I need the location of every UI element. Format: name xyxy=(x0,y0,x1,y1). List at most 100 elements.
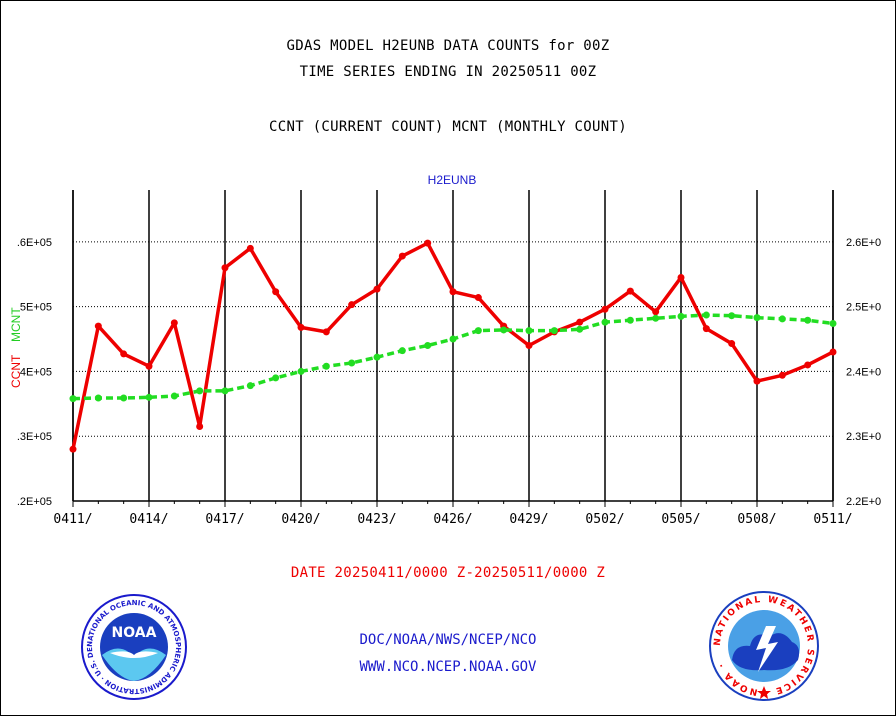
data-point-mcnt xyxy=(170,392,178,400)
data-point-mcnt xyxy=(804,316,812,324)
data-point-ccnt xyxy=(525,342,533,349)
series-mcnt xyxy=(69,311,837,403)
x-tick-label: 0511/ xyxy=(813,512,852,527)
data-point-ccnt xyxy=(829,348,837,356)
data-point-mcnt xyxy=(272,374,280,382)
y-label-ccnt: CCNT xyxy=(9,354,23,388)
y-tick-label-left: .3E+05 xyxy=(17,431,52,443)
data-point-ccnt xyxy=(398,252,406,260)
data-point-ccnt xyxy=(94,322,102,330)
chart-title: H2EUNB xyxy=(428,173,477,187)
data-point-ccnt xyxy=(702,325,710,333)
x-tick-label: 0423/ xyxy=(357,512,396,527)
data-point-mcnt xyxy=(525,327,533,335)
data-point-ccnt xyxy=(424,239,432,247)
data-point-ccnt xyxy=(804,361,812,369)
data-point-ccnt xyxy=(246,244,254,252)
data-point-mcnt xyxy=(69,395,77,403)
x-tick-label: 0420/ xyxy=(281,512,320,527)
data-point-ccnt xyxy=(272,288,280,296)
data-point-ccnt xyxy=(652,308,660,316)
plot-axes xyxy=(72,190,834,507)
data-point-ccnt xyxy=(69,445,77,453)
data-point-mcnt xyxy=(702,311,710,319)
data-point-mcnt xyxy=(601,318,609,326)
y-tick-label-right: 2.2E+0 xyxy=(846,496,881,508)
y-tick-label-left: .6E+05 xyxy=(17,237,52,249)
data-point-ccnt xyxy=(576,318,584,326)
data-point-ccnt xyxy=(348,301,356,309)
x-tick-label: 0505/ xyxy=(661,512,700,527)
data-point-mcnt xyxy=(221,387,229,395)
title-line-1: GDAS MODEL H2EUNB DATA COUNTS for 00Z xyxy=(286,38,610,54)
data-point-ccnt xyxy=(449,288,457,296)
data-point-ccnt xyxy=(297,323,305,331)
y-tick-label-right: 2.6E+0 xyxy=(846,237,881,249)
data-point-mcnt xyxy=(120,394,128,402)
y-label-mcnt: MCNT xyxy=(9,307,23,342)
footer-url: WWW.NCO.NCEP.NOAA.GOV xyxy=(359,659,537,675)
data-point-mcnt xyxy=(246,382,254,390)
title-line-2: TIME SERIES ENDING IN 20250511 00Z xyxy=(299,64,597,80)
data-point-ccnt xyxy=(728,340,736,348)
x-tick-label: 0414/ xyxy=(129,512,168,527)
footer-org: DOC/NOAA/NWS/NCEP/NCO xyxy=(359,632,537,648)
data-point-mcnt xyxy=(196,387,204,395)
data-point-ccnt xyxy=(474,294,482,302)
x-tick-label: 0411/ xyxy=(53,512,92,527)
plot-grid xyxy=(72,190,834,501)
data-point-ccnt xyxy=(221,264,229,272)
x-tick-label: 0502/ xyxy=(585,512,624,527)
data-point-ccnt xyxy=(677,273,685,281)
y-tick-label-left: .2E+05 xyxy=(17,496,52,508)
data-point-mcnt xyxy=(652,314,660,322)
y-tick-labels-left: .2E+05 .3E+05 4E+05 5E+05 .6E+05 xyxy=(17,237,52,508)
x-tick-labels: 0411/0414/0417/0420/0423/0426/0429/0502/… xyxy=(53,512,852,527)
y-tick-label-right: 2.5E+0 xyxy=(846,302,881,314)
noaa-logo-text: NOAA xyxy=(112,625,157,641)
data-point-ccnt xyxy=(753,377,761,385)
data-point-mcnt xyxy=(424,342,432,349)
x-tick-label: 0508/ xyxy=(737,512,776,527)
nws-logo: NATIONAL WEATHER SERVICE · NOAA · xyxy=(709,591,819,701)
data-point-ccnt xyxy=(322,328,330,336)
data-point-mcnt xyxy=(829,319,837,327)
data-point-mcnt xyxy=(398,347,406,355)
data-point-mcnt xyxy=(474,327,482,335)
noaa-logo: NATIONAL OCEANIC AND ATMOSPHERIC ADMINIS… xyxy=(80,593,187,700)
series-group xyxy=(69,239,837,453)
data-point-ccnt xyxy=(145,362,153,370)
data-point-mcnt xyxy=(297,367,305,375)
data-point-ccnt xyxy=(120,350,128,358)
x-tick-label: 0417/ xyxy=(205,512,244,527)
data-point-ccnt xyxy=(373,285,381,293)
data-point-mcnt xyxy=(576,325,584,333)
data-point-mcnt xyxy=(145,393,153,401)
y-tick-label-left: 4E+05 xyxy=(20,366,52,378)
data-point-mcnt xyxy=(94,394,102,402)
y-tick-label-right: 2.3E+0 xyxy=(846,431,881,443)
data-point-mcnt xyxy=(500,326,508,334)
data-point-mcnt xyxy=(728,312,736,320)
series-ccnt xyxy=(69,239,837,453)
data-point-ccnt xyxy=(778,371,786,379)
data-point-ccnt xyxy=(170,319,178,327)
data-point-mcnt xyxy=(322,362,330,370)
y-tick-labels-right: 2.2E+0 2.3E+0 2.4E+0 2.5E+0 2.6E+0 xyxy=(846,237,881,508)
data-point-mcnt xyxy=(778,315,786,323)
data-point-mcnt xyxy=(373,353,381,361)
data-point-ccnt xyxy=(196,422,204,430)
title-line-3: CCNT (CURRENT COUNT) MCNT (MONTHLY COUNT… xyxy=(269,119,627,135)
x-tick-label: 0426/ xyxy=(433,512,472,527)
data-point-ccnt xyxy=(601,305,609,313)
data-point-mcnt xyxy=(449,335,457,343)
data-point-mcnt xyxy=(550,327,558,335)
data-point-mcnt xyxy=(626,316,634,324)
data-point-ccnt xyxy=(626,287,634,295)
x-axis-label: DATE 20250411/0000 Z-20250511/0000 Z xyxy=(290,565,606,581)
data-point-mcnt xyxy=(753,314,761,322)
y-tick-label-right: 2.4E+0 xyxy=(846,366,881,378)
data-point-mcnt xyxy=(348,359,356,367)
y-tick-label-left: 5E+05 xyxy=(20,302,52,314)
data-point-mcnt xyxy=(677,312,685,320)
